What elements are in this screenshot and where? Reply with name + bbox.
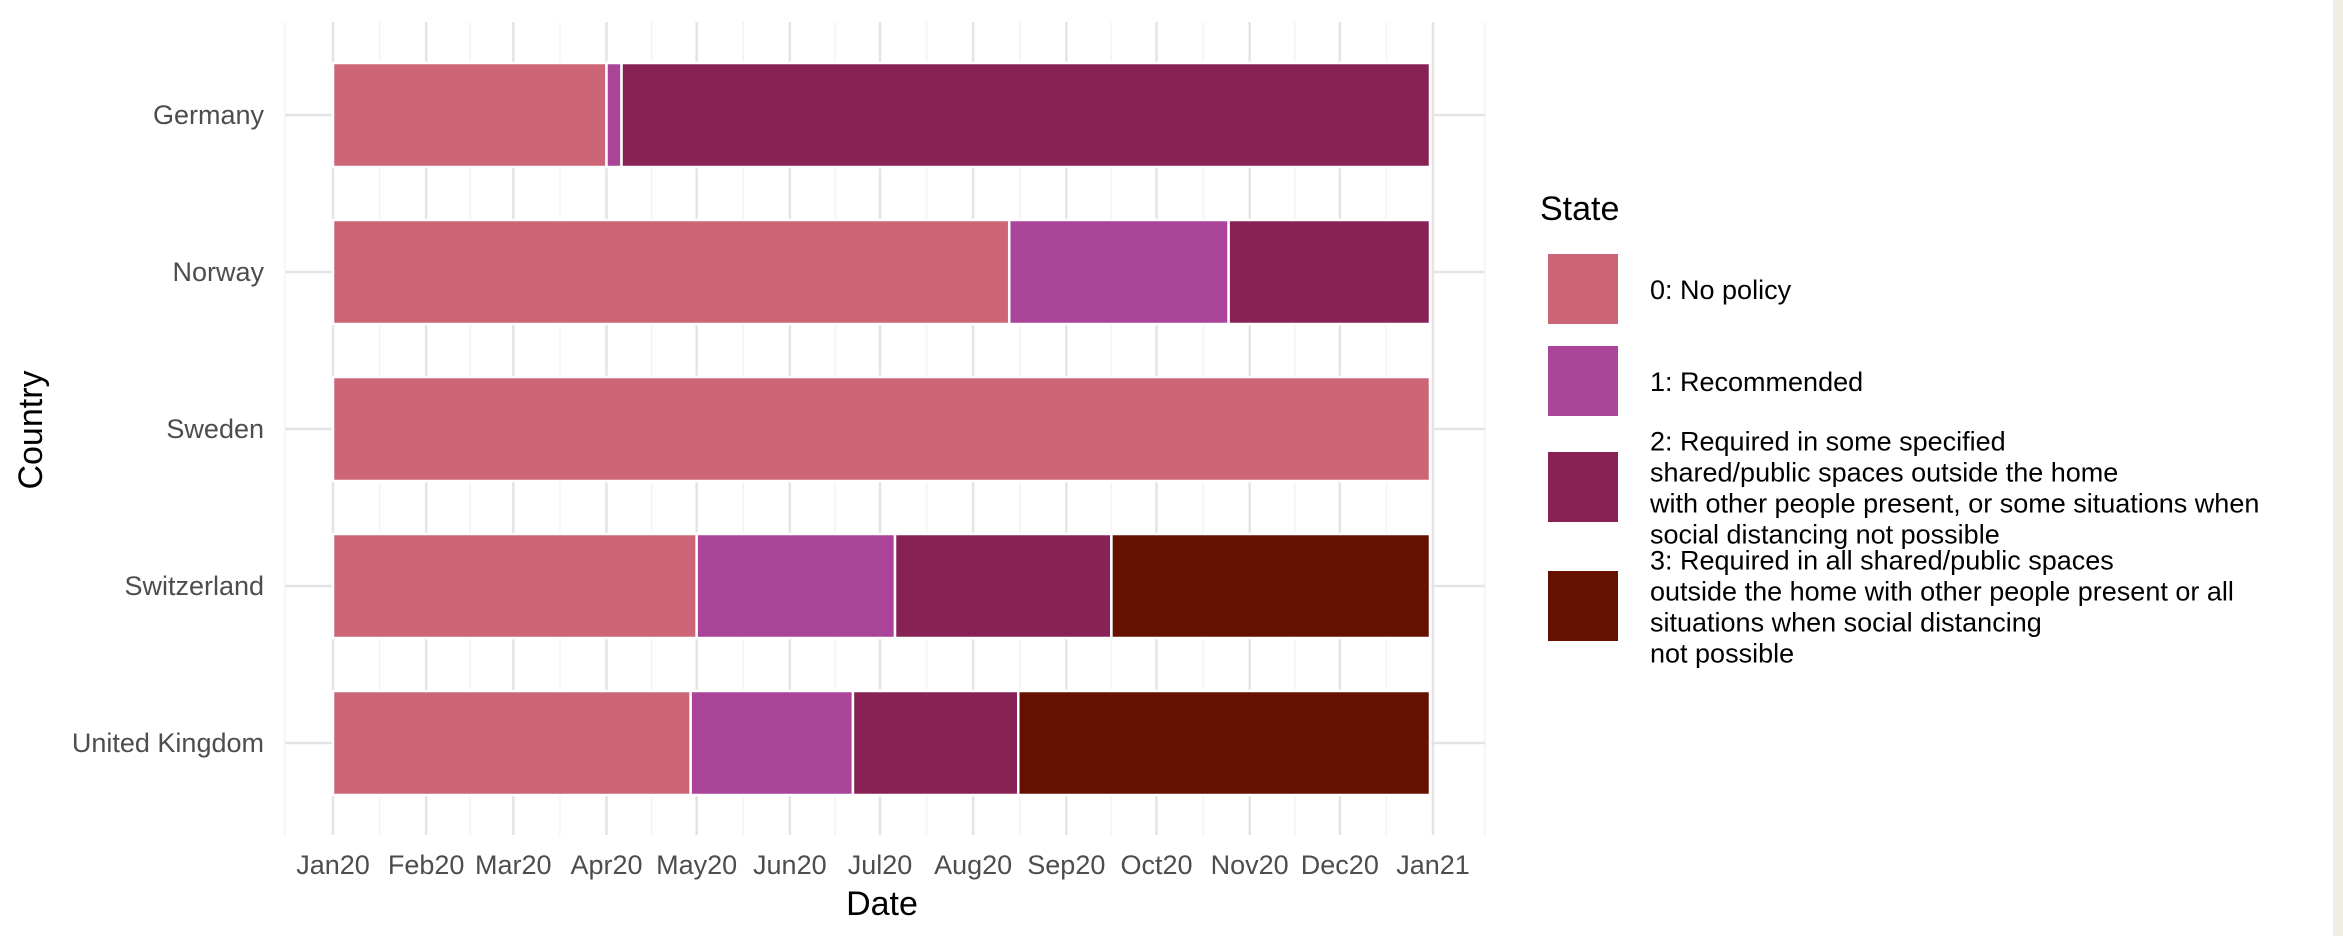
bar-segment-switzerland-state-3 <box>1110 532 1432 640</box>
x-tick-label-feb20: Feb20 <box>388 850 465 880</box>
legend-label-state-2-line-4: social distancing not possible <box>1650 520 2000 550</box>
bars-layer <box>331 61 1432 797</box>
x-tick-label-may20: May20 <box>656 850 737 880</box>
x-tick-label-nov20: Nov20 <box>1211 850 1289 880</box>
bar-segment-united-kingdom-state-1 <box>689 689 855 797</box>
legend-title: State <box>1540 190 1619 228</box>
y-axis-title: Country <box>12 370 50 489</box>
x-tick-label-jan20: Jan20 <box>296 850 370 880</box>
legend-label-state-2-line-1: 2: Required in some specified <box>1650 427 2006 457</box>
bar-segment-sweden-state-0 <box>331 375 1432 483</box>
bar-segment-switzerland-state-2 <box>893 532 1113 640</box>
bar-segment-norway-state-1 <box>1007 218 1230 326</box>
x-tick-labels: Jan20 Feb20 Mar20 Apr20 May20 Jun20 Jul20 Aug20… <box>296 850 1470 880</box>
country-label-switzerland: Switzerland <box>124 571 264 601</box>
country-labels: Germany Norway Sweden Switzerland United Kin… <box>72 100 265 758</box>
legend-label-state-2-line-2: shared/public spaces outside the home <box>1650 458 2118 488</box>
country-label-germany: Germany <box>153 100 265 130</box>
legend-label-state-2-line-3: with other people present, or some situa… <box>1649 489 2259 519</box>
legend-key-state-0 <box>1548 254 1618 324</box>
x-tick-label-oct20: Oct20 <box>1120 850 1192 880</box>
legend-key-state-3 <box>1548 571 1618 641</box>
x-tick-label-apr20: Apr20 <box>570 850 642 880</box>
bar-segment-united-kingdom-state-2 <box>851 689 1020 797</box>
bar-segment-germany-state-0 <box>331 61 608 169</box>
x-tick-label-jan21: Jan21 <box>1396 850 1470 880</box>
x-tick-label-mar20: Mar20 <box>475 850 552 880</box>
bar-segment-switzerland-state-1 <box>695 532 897 640</box>
bar-segment-norway-state-2 <box>1227 218 1432 326</box>
x-tick-label-sep20: Sep20 <box>1027 850 1105 880</box>
bar-segment-switzerland-state-0 <box>331 532 698 640</box>
x-tick-label-aug20: Aug20 <box>934 850 1012 880</box>
x-tick-label-jul20: Jul20 <box>848 850 913 880</box>
bar-segment-germany-state-1 <box>605 61 623 169</box>
bar-segment-norway-state-0 <box>331 218 1011 326</box>
legend-key-state-2 <box>1548 452 1618 522</box>
x-tick-label-jun20: Jun20 <box>753 850 827 880</box>
legend-label-state-1-line-1: 1: Recommended <box>1650 367 1863 397</box>
country-label-united-kingdom: United Kingdom <box>72 728 264 758</box>
legend-key-state-1 <box>1548 346 1618 416</box>
legend: State 0: No policy 1: Recommended 2: Requi… <box>1540 190 2259 669</box>
bar-segment-germany-state-2 <box>620 61 1432 169</box>
legend-label-state-3-line-2: outside the home with other people prese… <box>1650 577 2234 607</box>
country-label-norway: Norway <box>172 257 264 287</box>
bar-segment-united-kingdom-state-3 <box>1016 689 1432 797</box>
x-axis-title: Date <box>846 885 918 923</box>
legend-label-state-3-line-4: not possible <box>1650 639 1794 669</box>
bar-segment-united-kingdom-state-0 <box>331 689 692 797</box>
x-tick-label-dec20: Dec20 <box>1301 850 1379 880</box>
country-label-sweden: Sweden <box>166 414 264 444</box>
legend-label-state-3-line-3: situations when social distancing <box>1650 608 2042 638</box>
legend-label-state-0-line-1: 0: No policy <box>1650 275 1792 305</box>
legend-label-state-3-line-1: 3: Required in all shared/public spaces <box>1650 546 2114 576</box>
